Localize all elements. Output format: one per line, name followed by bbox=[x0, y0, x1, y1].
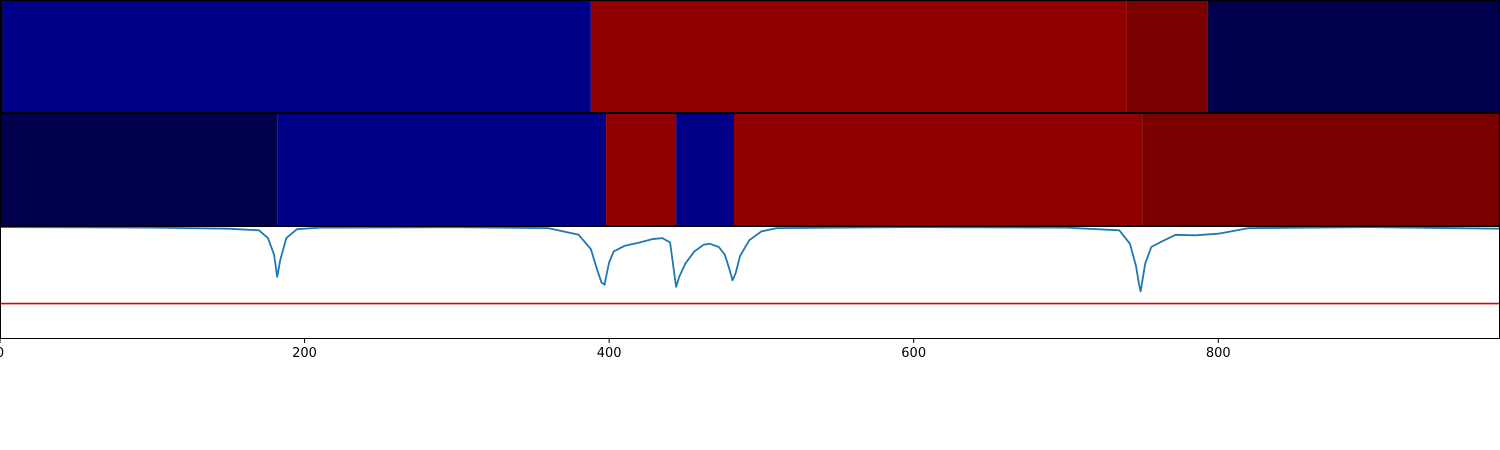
band-middle-segment-3 bbox=[676, 114, 735, 225]
line-panel-frame bbox=[0, 226, 1500, 339]
band-top-heatmap bbox=[0, 1, 1500, 112]
band-middle-segment-4 bbox=[734, 114, 1143, 225]
x-tick-label-2: 400 bbox=[597, 346, 622, 361]
band-middle-segment-5 bbox=[1142, 114, 1500, 225]
x-tick-label-3: 600 bbox=[901, 346, 926, 361]
band-middle-segment-2 bbox=[606, 114, 677, 225]
band-top-segment-3 bbox=[1126, 1, 1208, 112]
line-panel bbox=[0, 226, 1500, 305]
band-top-segment-2 bbox=[590, 1, 1127, 112]
x-axis: 0 200 400 600 800 bbox=[0, 338, 1231, 361]
band-middle-segment-0 bbox=[0, 114, 278, 225]
band-top-segment-0 bbox=[0, 1, 4, 112]
x-tick-label-0: 0 bbox=[0, 346, 4, 361]
x-tick-label-1: 200 bbox=[292, 346, 317, 361]
band-top-segment-1 bbox=[3, 1, 591, 112]
band-top-segment-4 bbox=[1207, 1, 1500, 112]
series-line-0 bbox=[0, 226, 1500, 293]
band-middle-heatmap bbox=[0, 114, 1500, 225]
band-middle-segment-1 bbox=[277, 114, 607, 225]
x-tick-label-4: 800 bbox=[1206, 346, 1231, 361]
